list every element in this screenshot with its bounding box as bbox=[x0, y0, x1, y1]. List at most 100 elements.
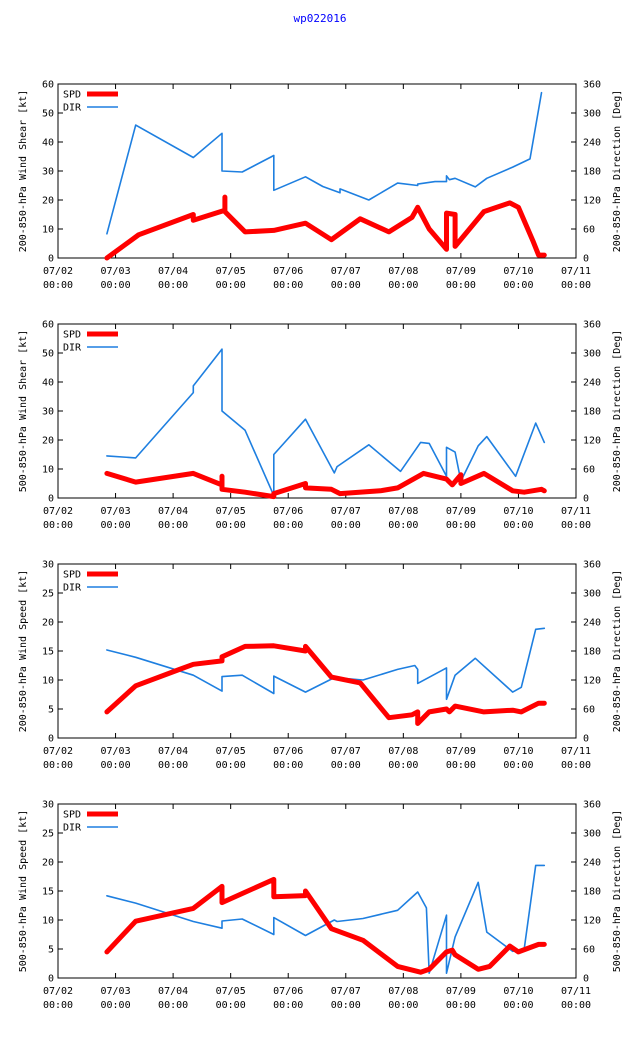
x-tick-date: 07/02 bbox=[43, 986, 73, 997]
x-tick-date: 07/04 bbox=[158, 506, 188, 517]
legend-label: DIR bbox=[63, 583, 82, 594]
x-tick-time: 00:00 bbox=[503, 280, 533, 291]
y-tick-label: 40 bbox=[42, 378, 54, 389]
y2-tick-label: 120 bbox=[583, 436, 601, 447]
x-tick-time: 00:00 bbox=[43, 1000, 73, 1011]
x-tick-date: 07/03 bbox=[101, 506, 131, 517]
x-tick-date: 07/04 bbox=[158, 746, 188, 757]
plot-frame bbox=[57, 803, 577, 979]
chart-panel-1: 0 10 20 30 40 50 60 0 60 120 180 240 300 360 07/02 00:0… bbox=[18, 80, 623, 292]
x-tick-time: 00:00 bbox=[43, 760, 73, 771]
y2-tick-label: 120 bbox=[583, 916, 601, 927]
x-tick-date: 07/02 bbox=[43, 506, 73, 517]
x-tick-date: 07/09 bbox=[446, 986, 476, 997]
x-tick-time: 00:00 bbox=[331, 520, 361, 531]
y2-tick-label: 240 bbox=[583, 858, 601, 869]
legend-label: SPD bbox=[63, 810, 81, 821]
y-tick-label: 10 bbox=[42, 465, 54, 476]
page-title: wp022016 bbox=[293, 12, 347, 25]
x-tick-date: 07/07 bbox=[331, 746, 361, 757]
y-tick-label: 10 bbox=[42, 676, 54, 687]
x-tick-time: 00:00 bbox=[503, 520, 533, 531]
legend-label: DIR bbox=[63, 823, 82, 834]
x-tick-time: 00:00 bbox=[388, 1000, 418, 1011]
dir-series-line bbox=[106, 627, 546, 701]
y-tick-label: 5 bbox=[48, 945, 54, 956]
y2-tick-label: 180 bbox=[583, 167, 601, 178]
spd-series-line bbox=[104, 470, 547, 500]
x-tick-time: 00:00 bbox=[388, 280, 418, 291]
y-axis-title: 500-850-hPa Wind Shear [kt] bbox=[18, 330, 29, 493]
y2-tick-label: 360 bbox=[583, 80, 601, 91]
y2-tick-label: 240 bbox=[583, 138, 601, 149]
x-tick-date: 07/09 bbox=[446, 746, 476, 757]
x-tick-time: 00:00 bbox=[388, 760, 418, 771]
y-tick-label: 0 bbox=[48, 494, 54, 505]
x-tick-date: 07/03 bbox=[101, 986, 131, 997]
x-tick-time: 00:00 bbox=[273, 520, 303, 531]
x-tick-date: 07/08 bbox=[388, 506, 418, 517]
x-tick-date: 07/08 bbox=[388, 266, 418, 277]
x-tick-date: 07/11 bbox=[561, 986, 591, 997]
y-tick-label: 20 bbox=[42, 436, 54, 447]
y2-tick-label: 360 bbox=[583, 320, 601, 331]
y2-tick-label: 60 bbox=[583, 225, 595, 236]
chart-panel-4: 05101520253006012018024030036007/0200:00… bbox=[18, 800, 623, 1012]
y2-tick-label: 0 bbox=[583, 734, 589, 745]
x-tick-time: 00:00 bbox=[561, 760, 591, 771]
spd-series-line bbox=[104, 643, 547, 726]
y2-axis-title: 500-850-hPa Direction [Deg] bbox=[612, 810, 623, 973]
x-tick-time: 00:00 bbox=[43, 280, 73, 291]
y-tick-label: 60 bbox=[42, 320, 54, 331]
y2-tick-label: 120 bbox=[583, 196, 601, 207]
y-tick-label: 60 bbox=[42, 80, 54, 91]
x-tick-time: 00:00 bbox=[101, 280, 131, 291]
x-tick-time: 00:00 bbox=[388, 520, 418, 531]
y-tick-label: 0 bbox=[48, 974, 54, 985]
x-tick-time: 00:00 bbox=[158, 760, 188, 771]
legend-label: SPD bbox=[63, 570, 81, 581]
x-tick-time: 00:00 bbox=[446, 520, 476, 531]
spd-series-line bbox=[104, 194, 547, 261]
y2-tick-label: 0 bbox=[583, 974, 589, 985]
y-tick-label: 15 bbox=[42, 647, 54, 658]
y2-axis-title: 200-850-hPa Direction [Deg] bbox=[612, 570, 623, 733]
y2-tick-label: 120 bbox=[583, 676, 601, 687]
y2-tick-label: 240 bbox=[583, 618, 601, 629]
x-tick-time: 00:00 bbox=[273, 760, 303, 771]
legend-label: SPD bbox=[63, 330, 81, 341]
x-tick-date: 07/06 bbox=[273, 506, 303, 517]
x-tick-date: 07/09 bbox=[446, 506, 476, 517]
y-tick-label: 30 bbox=[42, 800, 54, 811]
x-tick-date: 07/04 bbox=[158, 986, 188, 997]
y2-tick-label: 300 bbox=[583, 589, 601, 600]
y2-axis-title: 200-850-hPa Direction [Deg] bbox=[612, 90, 623, 253]
x-tick-time: 00:00 bbox=[446, 1000, 476, 1011]
x-tick-date: 07/10 bbox=[503, 506, 533, 517]
spd-series-line bbox=[104, 876, 547, 975]
x-tick-time: 00:00 bbox=[273, 280, 303, 291]
y-tick-label: 30 bbox=[42, 167, 54, 178]
y-tick-label: 25 bbox=[42, 589, 54, 600]
chart-panel-2: 0 10 20 30 40 50 60 0 60 120 180 240 300 360 07/02 00:0… bbox=[18, 320, 623, 532]
y-axis-title: 200-850-hPa Wind Shear [kt] bbox=[18, 90, 29, 253]
x-tick-date: 07/04 bbox=[158, 266, 188, 277]
y2-tick-label: 60 bbox=[583, 705, 595, 716]
y2-tick-label: 180 bbox=[583, 647, 601, 658]
x-tick-time: 00:00 bbox=[561, 520, 591, 531]
x-tick-date: 07/09 bbox=[446, 266, 476, 277]
y2-tick-label: 300 bbox=[583, 349, 601, 360]
x-tick-time: 00:00 bbox=[273, 1000, 303, 1011]
y-tick-label: 40 bbox=[42, 138, 54, 149]
x-tick-time: 00:00 bbox=[101, 520, 131, 531]
dir-series-line bbox=[106, 91, 543, 235]
x-tick-time: 00:00 bbox=[561, 280, 591, 291]
x-tick-date: 07/08 bbox=[388, 746, 418, 757]
dir-series-line bbox=[106, 864, 546, 975]
y-tick-label: 25 bbox=[42, 829, 54, 840]
x-tick-date: 07/08 bbox=[388, 986, 418, 997]
x-tick-date: 07/07 bbox=[331, 986, 361, 997]
y-axis-title: 200-850-hPa Wind Speed [kt] bbox=[18, 570, 29, 733]
chart-panel-3: 05101520253006012018024030036007/0200:00… bbox=[18, 560, 623, 772]
x-tick-date: 07/02 bbox=[43, 746, 73, 757]
